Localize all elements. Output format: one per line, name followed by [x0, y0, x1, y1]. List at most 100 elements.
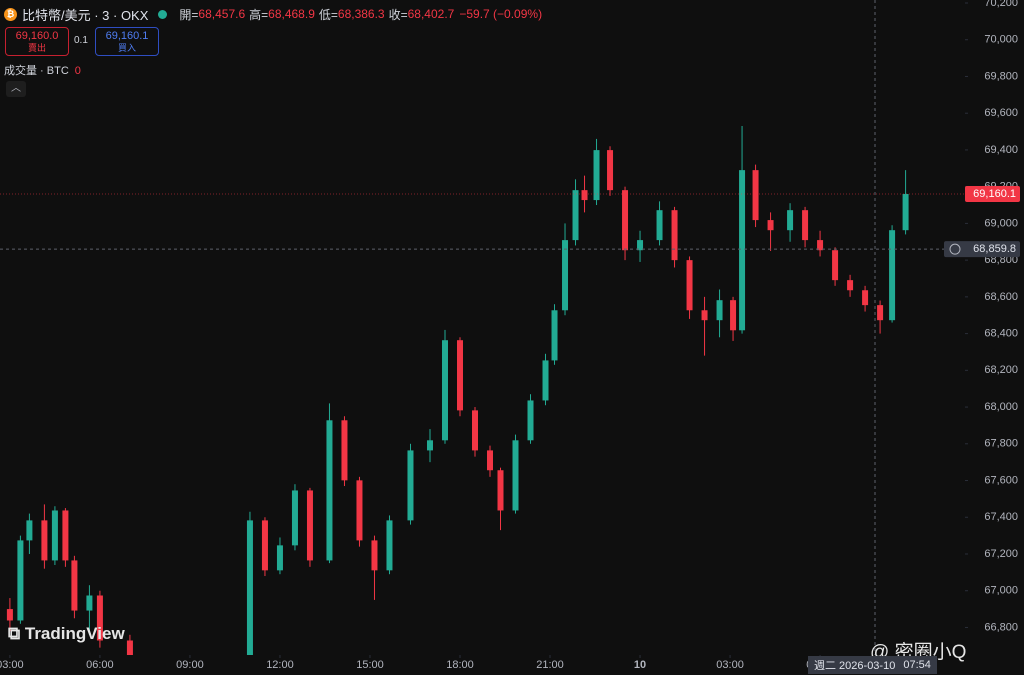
candle-body [497, 470, 504, 511]
x-tick-label: 21:00 [536, 659, 564, 671]
crosshair-time: 07:54 [903, 659, 931, 671]
ohlc-label: 收= [388, 7, 408, 22]
candle-body [581, 190, 588, 201]
volume-value: 0 [74, 65, 81, 77]
candle-body [276, 545, 283, 571]
candle-body [407, 450, 414, 521]
x-tick-label: 10 [634, 659, 646, 671]
candle-body [847, 280, 854, 291]
candle-body [889, 230, 896, 321]
candle-body [86, 595, 93, 611]
candle-body [767, 220, 774, 231]
candle-body [126, 640, 133, 655]
candle-body [637, 240, 644, 251]
candle-body [572, 190, 579, 241]
last-price-box [965, 185, 1020, 202]
ohlc-label: 低= [318, 7, 338, 22]
watermark: ⧉ TradingView [8, 624, 125, 643]
candle-body [261, 520, 268, 571]
y-tick-label: 67,400 [984, 511, 1018, 523]
volume-label: 成交量 · BTC [4, 65, 69, 77]
candle-body [802, 210, 809, 241]
candle-body [26, 520, 33, 541]
x-tick-label: 03:00 [716, 659, 744, 671]
candle-body [817, 240, 824, 251]
volume-legend: 成交量 · BTC 0 [4, 62, 81, 78]
candle-body [17, 540, 24, 621]
candle-body [426, 440, 433, 451]
ohlc-value: 68,386.3 [337, 7, 385, 21]
y-tick-label: 68,600 [984, 291, 1018, 303]
candle-body [96, 595, 103, 641]
y-tick-label: 68,200 [984, 364, 1018, 376]
x-tick-label: 09:00 [176, 659, 204, 671]
ohlc-label: 開= [179, 7, 199, 22]
candle-body [6, 609, 13, 621]
candle-body [562, 240, 569, 311]
sell-price: 69,160.0 [15, 29, 59, 42]
crosshair-plus [949, 243, 961, 255]
candle-body [471, 410, 478, 451]
buy-button[interactable]: 69,160.1 買入 [95, 27, 159, 56]
candle-body [902, 193, 909, 231]
watermark-text: TradingView [24, 624, 125, 643]
candle-body [386, 520, 393, 571]
candle-body [542, 360, 549, 401]
buy-label: 買入 [117, 42, 136, 53]
ohlc-value: 68,402.7 [407, 7, 455, 21]
last-price-label: 69,160.1 [973, 188, 1016, 200]
symbol-header: ₿ 比特幣/美元 · 3 · OKX 開= 68,457.6 高= 68,468.9… [4, 4, 542, 24]
candle-body [41, 520, 48, 561]
candle-body [686, 260, 693, 311]
candle-body [671, 210, 678, 261]
buy-price: 69,160.1 [105, 29, 149, 42]
candle-body [487, 450, 494, 471]
y-tick-label: 70,200 [984, 0, 1018, 9]
candle-body [246, 520, 253, 655]
x-tick-label: 12:00 [266, 659, 294, 671]
x-tick-label: 06:00 [86, 659, 114, 671]
candle-body [326, 420, 333, 561]
ohlc-value: 68,457.6 [198, 7, 246, 21]
y-tick-label: 69,400 [984, 144, 1018, 156]
candle-body [217, 664, 223, 675]
ohlc-value: 68,468.9 [268, 7, 315, 21]
collapse-button[interactable]: ︿ [6, 81, 26, 97]
quantity[interactable]: 0.1 [74, 35, 88, 46]
y-tick-label: 68,400 [984, 327, 1018, 339]
candle-body [593, 150, 600, 201]
y-tick-label: 67,000 [984, 585, 1018, 597]
candle-body [51, 510, 58, 561]
y-tick-label: 70,000 [984, 34, 1018, 46]
candle-body [752, 170, 759, 221]
crosshair-time-label: 週二 2026-03-10 07:54 [808, 656, 937, 674]
sell-label: 賣出 [27, 42, 46, 53]
candle-body [877, 305, 884, 321]
candle-body [622, 190, 629, 251]
crosshair-box [944, 241, 1020, 258]
candle-body [730, 300, 737, 331]
candle-body [832, 250, 839, 281]
candle-body [551, 310, 558, 361]
status-dot [158, 9, 168, 19]
x-tick-label: 18:00 [446, 659, 474, 671]
y-tick-label: 68,000 [984, 401, 1018, 413]
candle-body [862, 290, 869, 306]
coin-icon: ₿ [4, 7, 17, 21]
candle-body [701, 310, 708, 321]
sell-button[interactable]: 69,160.0 賣出 [5, 27, 69, 56]
candle-body [291, 490, 298, 546]
candle-body [656, 210, 663, 241]
symbol[interactable]: 比特幣/美元 · 3 · OKX [22, 7, 149, 23]
y-tick-label: 67,200 [984, 548, 1018, 560]
x-tick-label: 15:00 [356, 659, 384, 671]
y-tick-label: 67,800 [984, 438, 1018, 450]
candle-body [341, 420, 348, 481]
candle-body [441, 340, 448, 441]
candle-body [527, 400, 534, 441]
candle-body [607, 150, 614, 191]
ohlc-label: 高= [249, 7, 269, 22]
candle-body [62, 510, 69, 561]
